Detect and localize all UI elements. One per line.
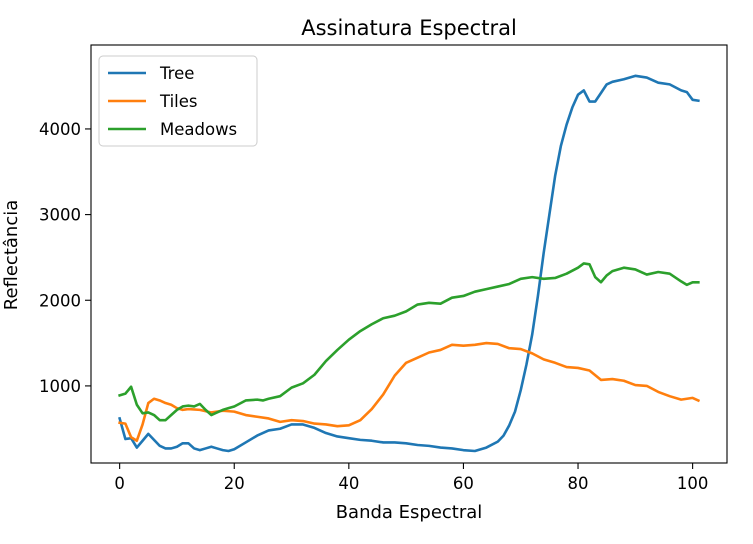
plot-frame (90, 44, 728, 464)
x-tick-label: 0 (114, 474, 125, 493)
x-tick-label: 20 (224, 474, 245, 493)
x-tick-label: 60 (453, 474, 474, 493)
axes: 0 20 40 60 80 100 1000 2000 3000 4000 (39, 44, 728, 493)
legend-label-meadows: Meadows (160, 120, 237, 139)
plot-area (118, 74, 701, 453)
legend-box (98, 55, 258, 147)
x-axis-label: Banda Espectral (336, 502, 483, 523)
x-tick-label: 100 (677, 474, 709, 493)
y-tick-label: 2000 (39, 291, 81, 310)
series-line-meadows (118, 262, 700, 422)
legend-label-tiles: Tiles (159, 92, 198, 111)
x-tick-label: 80 (568, 474, 589, 493)
y-tick-label: 3000 (39, 206, 81, 225)
y-tick-label: 1000 (39, 377, 81, 396)
x-tick-label: 40 (338, 474, 359, 493)
legend-label-tree: Tree (159, 64, 194, 83)
series-line-tree (118, 74, 700, 453)
legend: Tree Tiles Meadows (98, 55, 258, 147)
chart-title: Assinatura Espectral (301, 16, 517, 40)
y-tick-label: 4000 (39, 120, 81, 139)
series-line-tiles (118, 341, 701, 443)
y-axis-label: Reflectância (1, 200, 22, 311)
